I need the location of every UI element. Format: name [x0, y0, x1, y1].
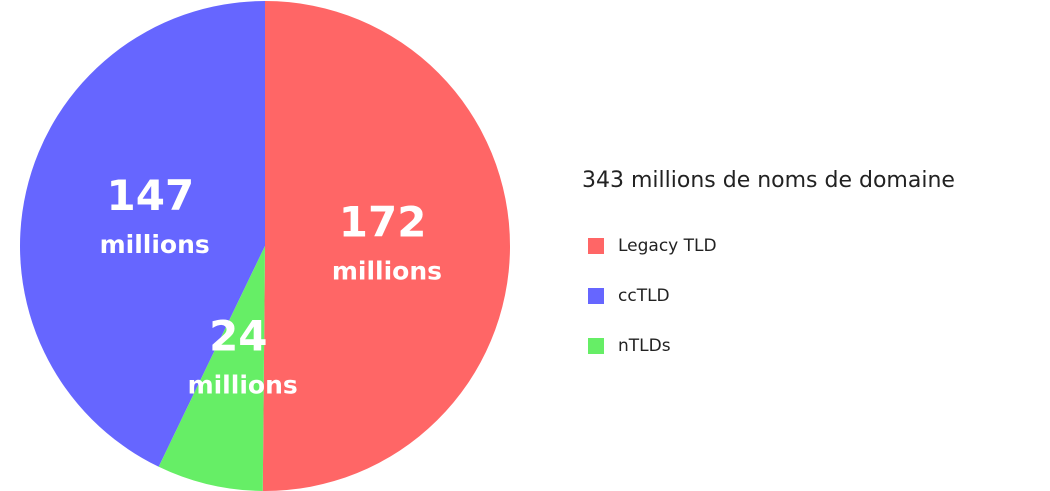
slice-label: 147 millions	[91, 170, 210, 259]
legend-label: nTLDs	[618, 336, 671, 356]
legend-swatch	[588, 338, 604, 354]
legend-label: Legacy TLD	[618, 236, 717, 256]
pie-slice	[262, 1, 510, 491]
legend-title: 343 millions de noms de domaine	[582, 168, 955, 193]
legend-swatch	[588, 238, 604, 254]
pie-slice	[20, 1, 266, 467]
legend-swatch	[588, 288, 604, 304]
slice-label: 24 millions	[179, 311, 298, 400]
legend-label: ccTLD	[618, 286, 670, 306]
slice-label: 172 millions	[323, 197, 442, 285]
pie-slice	[158, 246, 265, 491]
